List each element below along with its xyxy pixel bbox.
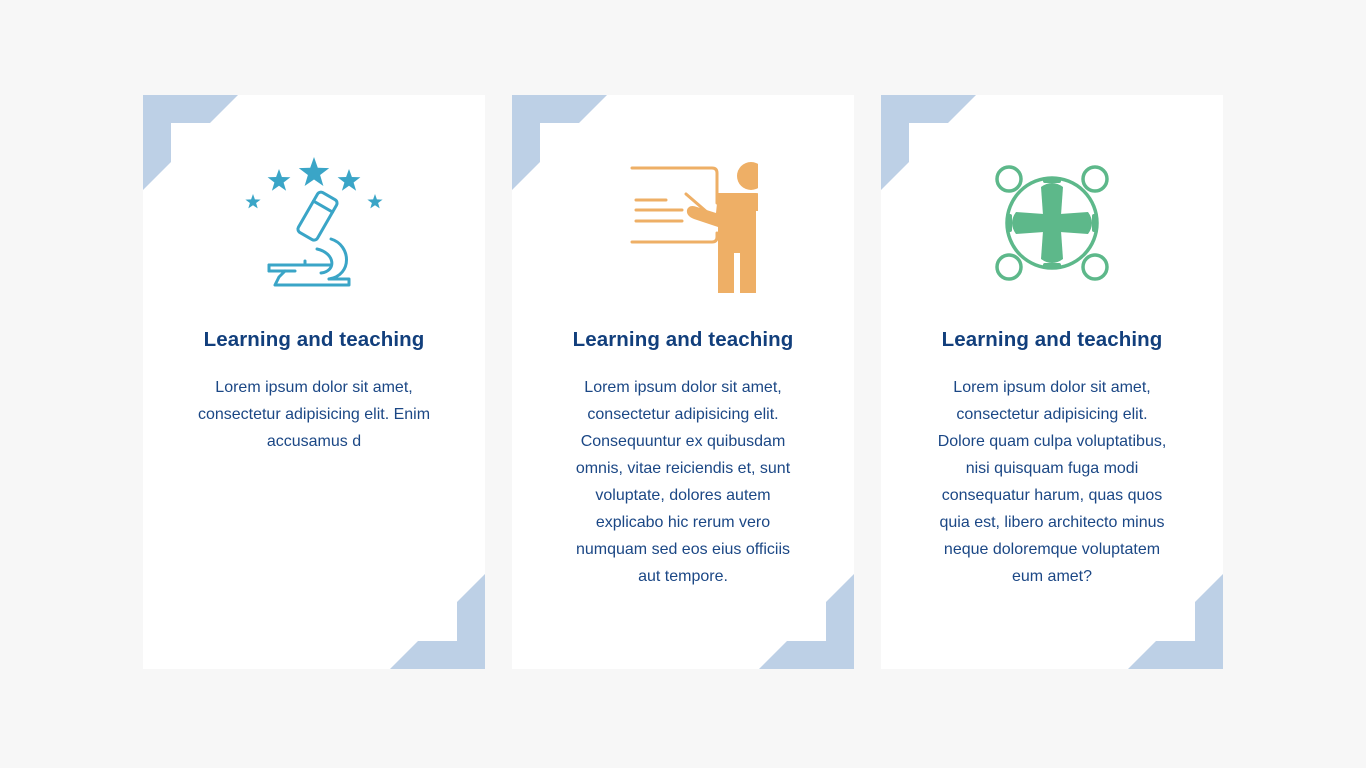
card-title: Learning and teaching	[941, 328, 1163, 351]
cards-row: Learning and teaching Lorem ipsum dolor …	[143, 95, 1223, 669]
corner-decoration-top-left	[512, 95, 608, 191]
corner-decoration-top-left	[881, 95, 977, 191]
card-text: Lorem ipsum dolor sit amet, consectetur …	[197, 379, 431, 450]
card-2: Learning and teaching Lorem ipsum dolor …	[512, 95, 854, 669]
corner-decoration-top-left	[143, 95, 239, 191]
card-title: Learning and teaching	[572, 328, 794, 351]
card-3: Learning and teaching Lorem ipsum dolor …	[881, 95, 1223, 669]
network-hub-icon	[995, 165, 1109, 281]
card-title: Learning and teaching	[203, 328, 425, 351]
card-text: Lorem ipsum dolor sit amet, consectetur …	[937, 379, 1167, 585]
microscope-stars-icon	[245, 157, 383, 287]
teacher-board-icon	[630, 162, 758, 293]
card-1: Learning and teaching Lorem ipsum dolor …	[143, 95, 485, 669]
card-text: Lorem ipsum dolor sit amet, consectetur …	[575, 379, 791, 585]
corner-decoration-bottom-right	[758, 573, 854, 669]
corner-decoration-bottom-right	[1127, 573, 1223, 669]
corner-decoration-bottom-right	[389, 573, 485, 669]
